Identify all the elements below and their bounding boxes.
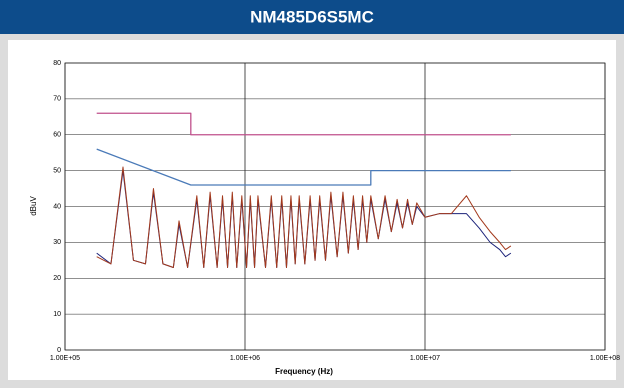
y-tick-label: 10 <box>53 311 61 318</box>
y-tick-label: 60 <box>53 132 61 139</box>
x-axis-label: Frequency (Hz) <box>275 367 333 376</box>
plot-border <box>64 62 606 351</box>
y-tick-label: 20 <box>53 275 61 282</box>
x-tick-label: 1.00E+07 <box>410 355 440 362</box>
x-tick-label: 1.00E+05 <box>50 355 80 362</box>
x-tick-label: 1.00E+08 <box>590 355 620 362</box>
y-tick-label: 0 <box>57 347 61 354</box>
y-tick-label: 70 <box>53 96 61 103</box>
series-line <box>96 166 512 268</box>
chart-title: NM485D6S5MC <box>250 7 374 26</box>
y-tick-label: 30 <box>53 239 61 246</box>
y-tick-label: 50 <box>53 167 61 174</box>
x-tick-label: 1.00E+06 <box>230 355 260 362</box>
title-banner <box>0 0 624 34</box>
chart-panel <box>8 40 616 380</box>
y-tick-label: 80 <box>53 60 61 67</box>
y-axis-label: dBuV <box>29 196 38 216</box>
y-tick-label: 40 <box>53 203 61 210</box>
series-line <box>96 112 511 136</box>
series-line <box>96 148 511 186</box>
